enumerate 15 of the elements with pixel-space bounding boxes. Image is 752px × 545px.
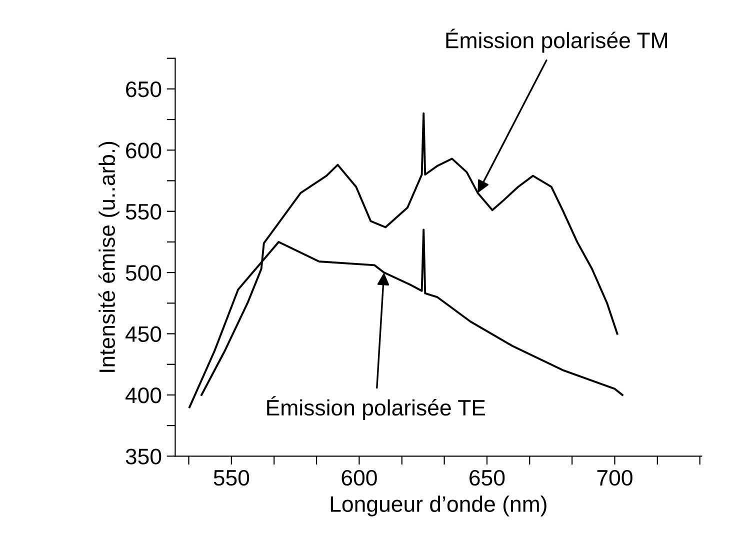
x-tick-label: 650 [470,470,505,486]
y-tick-label: 550 [126,204,162,220]
x-tick-label: 600 [342,470,377,486]
y-tick-label: 650 [126,81,162,98]
x-tick-label: 550 [214,470,250,486]
y-tick-label: 350 [126,448,162,464]
annotation: Émission polarisée TE [267,396,486,420]
y-tick-label: 600 [126,142,162,158]
x-axis-title: Longueur d’onde (nm) [330,496,546,516]
annotation: Émission polarisée TM [446,28,667,53]
y-axis-title: Intensité émise (u..arb.) [98,142,120,372]
y-tick-label: 450 [125,326,162,342]
y-tick-label: 400 [125,387,162,404]
x-tick-label: 700 [597,470,632,486]
y-tick-label: 500 [126,265,162,281]
